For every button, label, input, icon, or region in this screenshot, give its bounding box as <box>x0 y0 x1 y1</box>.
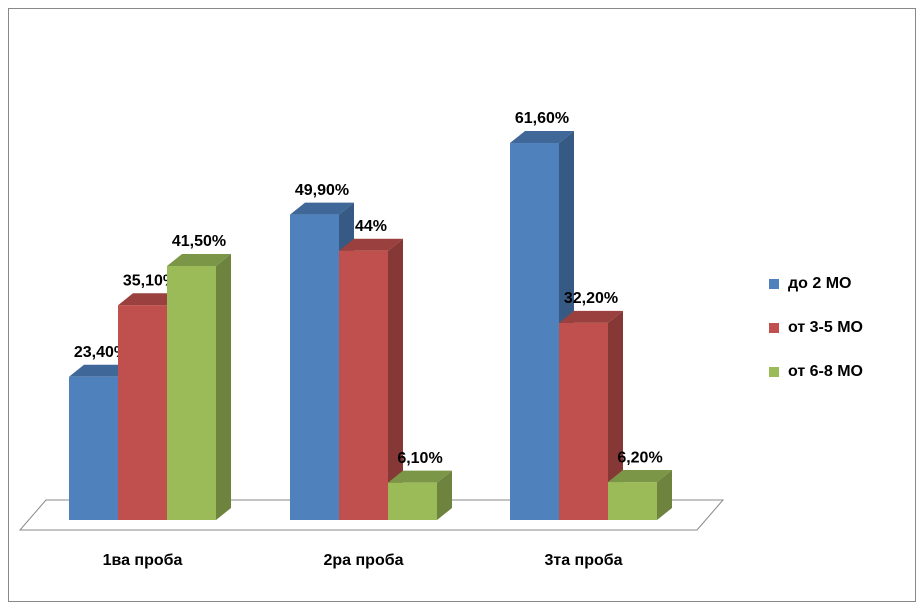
bar-side <box>437 470 452 520</box>
bar-front <box>339 250 388 520</box>
bar-top <box>167 254 231 267</box>
bar-front <box>608 482 657 520</box>
bar-top <box>510 131 574 144</box>
x-tick-label: 1ва проба <box>103 552 183 569</box>
bar-front <box>69 376 118 520</box>
legend-swatch <box>769 279 779 289</box>
bar-side <box>216 254 231 520</box>
x-tick-label: 2ра проба <box>323 552 403 569</box>
bar-front <box>167 266 216 520</box>
bar-front <box>510 143 559 520</box>
bar <box>339 238 403 520</box>
data-label: 6,10% <box>397 450 442 467</box>
data-label: 41,50% <box>172 233 226 250</box>
bar-top <box>118 293 182 306</box>
bar-top <box>608 470 672 483</box>
bar-front <box>118 305 167 520</box>
bar-top <box>388 470 452 483</box>
legend-label: от 3-5 МО <box>788 319 863 336</box>
bar-top <box>339 238 403 251</box>
bar-side <box>608 310 623 520</box>
data-label: 35,10% <box>123 272 177 289</box>
legend-label: до 2 МО <box>788 275 852 292</box>
legend-swatch <box>769 367 779 377</box>
bar <box>559 310 623 520</box>
data-label: 32,20% <box>564 290 618 307</box>
bar-front <box>290 214 339 520</box>
data-label: 61,60% <box>515 110 569 127</box>
bar-side <box>657 470 672 520</box>
data-label: 23,40% <box>74 344 128 361</box>
x-tick-label: 3та проба <box>544 552 622 569</box>
bar-side <box>388 238 403 520</box>
bar <box>167 254 231 520</box>
bar-top <box>69 364 133 377</box>
bar <box>608 470 672 520</box>
legend-label: от 6-8 МО <box>788 363 863 380</box>
data-label: 6,20% <box>617 449 662 466</box>
data-label: 44% <box>355 218 387 235</box>
bar <box>388 470 452 520</box>
bar-front <box>559 322 608 520</box>
bar-top <box>290 202 354 215</box>
bar-top <box>559 310 623 323</box>
data-label: 49,90% <box>295 182 349 199</box>
bar-front <box>388 482 437 520</box>
legend-swatch <box>769 323 779 333</box>
